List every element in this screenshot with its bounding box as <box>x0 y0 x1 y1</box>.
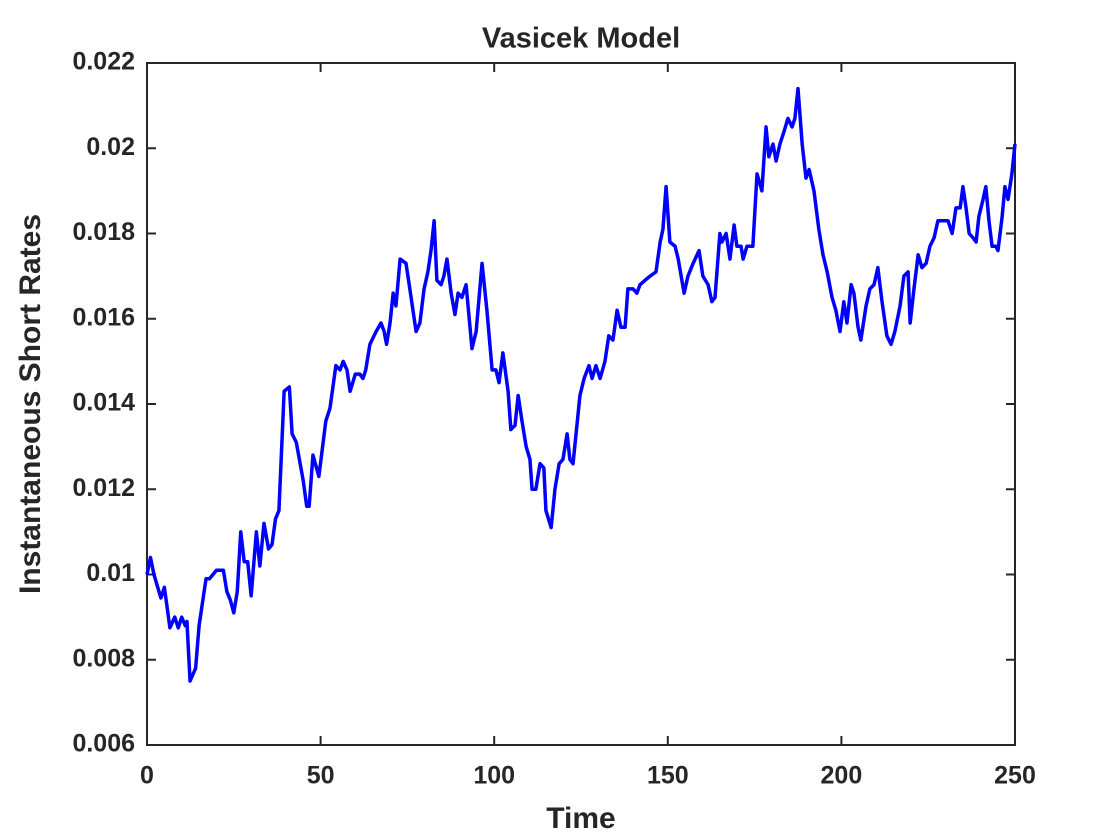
x-axis-label: Time <box>546 802 615 835</box>
y-tick-label: 0.018 <box>72 218 135 246</box>
plot-frame <box>146 62 1016 746</box>
x-tick-label: 250 <box>994 762 1036 790</box>
line-series <box>145 86 1017 683</box>
y-tick-label: 0.008 <box>72 644 135 672</box>
x-tick-label: 0 <box>140 762 154 790</box>
y-tick-label: 0.012 <box>72 474 135 502</box>
y-tick-label: 0.022 <box>72 48 135 76</box>
y-tick-label: 0.014 <box>72 389 135 417</box>
x-tick-label: 50 <box>307 762 335 790</box>
y-axis-label: Instantaneous Short Rates <box>14 214 47 594</box>
y-tick-label: 0.016 <box>72 303 135 331</box>
x-tick-label: 100 <box>473 762 515 790</box>
x-tick-label: 200 <box>821 762 863 790</box>
y-tick-label: 0.02 <box>86 133 135 161</box>
x-tick-label: 150 <box>647 762 689 790</box>
y-tick-label: 0.01 <box>86 559 135 587</box>
chart-title: Vasicek Model <box>482 23 680 55</box>
y-tick-label: 0.006 <box>72 730 135 758</box>
